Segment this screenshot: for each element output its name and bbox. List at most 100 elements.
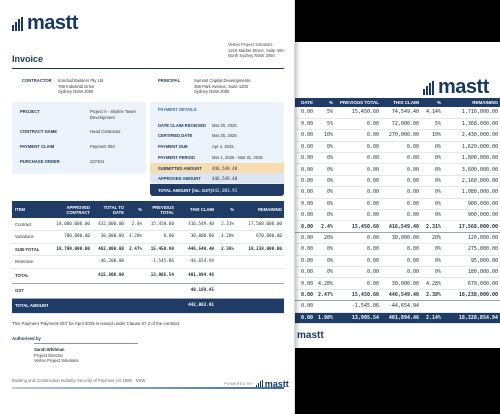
back-table-cell: 95,000.00 <box>443 255 500 267</box>
back-table-cell: 0% <box>421 175 443 188</box>
back-table-cell: 0.00 <box>293 220 315 233</box>
table-row: TOTAL 415,800.00 13,905.54 401,894.46 <box>12 268 284 284</box>
back-table-cell: 1.98% <box>315 312 335 324</box>
title-divider <box>12 68 284 69</box>
line-items-table: ITEM APPROVED CONTRACT TOTAL TO DATE% PREVI… <box>12 201 284 314</box>
table-cell <box>236 268 284 284</box>
back-table-cell: 2.47% <box>315 289 335 302</box>
payment-details-heading: PAYMENT DETAILS <box>158 107 197 112</box>
back-table-cell: 0.00 <box>381 209 421 222</box>
back-line-items-table: DATE% PREVIOUS TOTAL THIS CLAIM% REMAINING … <box>293 98 500 324</box>
column-header: APPROVED CONTRACT <box>48 201 92 218</box>
back-table-cell: 0.00 <box>335 232 381 245</box>
signature-line <box>34 343 138 344</box>
table-cell <box>48 298 92 314</box>
column-header: % <box>216 201 236 218</box>
table-cell <box>126 283 144 299</box>
logo-mark-icon <box>423 80 435 95</box>
back-table-cell: 10% <box>421 129 443 142</box>
back-table-row: 0.00 -1,545.06 -44,654.94 <box>293 300 500 313</box>
table-cell: 442,083.91 <box>176 298 216 314</box>
back-table-cell: 0.00 <box>335 118 381 131</box>
signer-company: Vertex Project Solutions <box>34 358 79 363</box>
back-table-cell: 0.00 <box>293 209 315 222</box>
back-table-cell: 1,800,000.00 <box>443 152 500 165</box>
payment-due-row: PAYMENT DUE Apr 4, 2025 <box>158 143 234 149</box>
back-table-row: 0.00 0% 0.00 0.00 0% 95,000.00 <box>293 255 500 267</box>
table-cell <box>144 298 176 314</box>
back-table-cell: 0% <box>421 209 443 222</box>
back-table-cell: 0% <box>421 186 443 199</box>
back-table-cell: 0% <box>315 209 335 222</box>
back-table-cell: 0.00 <box>293 300 315 313</box>
back-page: mastt DATE% PREVIOUS TOTAL THIS CLAIM% REMA… <box>293 42 500 348</box>
table-cell: 4.28% <box>126 230 144 244</box>
back-table-row: 0.00 0% 0.00 0.00 0% 1,620,000.00 <box>293 141 500 154</box>
back-table-cell: 0% <box>421 255 443 267</box>
back-table-cell: -1,545.06 <box>335 300 381 313</box>
back-table-cell: 0.00 <box>293 186 315 199</box>
clause-note: This Payment 'Payment 003' for April 202… <box>12 321 181 326</box>
back-footer-logo: mastt <box>297 330 324 341</box>
footer-act-text: Building and Construction Industry Secur… <box>12 378 146 383</box>
back-table-cell: 1,080,000.00 <box>443 186 500 199</box>
table-cell: 2.4% <box>126 218 144 231</box>
table-cell <box>92 283 126 299</box>
back-table-cell: 0% <box>315 175 335 188</box>
back-table-cell: 0.00 <box>381 141 421 154</box>
back-table-cell: 0.00 <box>293 129 315 142</box>
back-table-cell: 10% <box>315 129 335 142</box>
invoice-title: Invoice <box>12 54 44 64</box>
table-cell: -46,200.00 <box>92 255 126 269</box>
logo-mark-icon <box>255 380 263 388</box>
table-cell <box>48 255 92 269</box>
back-table-cell: 0.00 <box>381 255 421 267</box>
back-table-cell: 0% <box>421 243 443 256</box>
back-table-cell: 2.38% <box>421 289 443 302</box>
back-table-cell: 0% <box>421 163 443 176</box>
table-cell: -44,654.94 <box>176 255 216 269</box>
back-table-cell: 0.00 <box>293 232 315 245</box>
back-table-cell: 0.00 <box>335 163 381 176</box>
back-table-cell: 1,710,000.00 <box>443 107 500 119</box>
table-cell: 15,450.60 <box>144 218 176 231</box>
back-table-cell: 0% <box>421 198 443 211</box>
column-header: REMAINING <box>236 201 284 218</box>
table-cell: 2.38% <box>216 243 236 256</box>
back-table-row: 0.00 1.98% 13,905.54 401,894.46 2.14% 18,328,… <box>293 312 500 324</box>
back-table-row: 0.00 4.28% 0.00 30,000.00 4.28% 670,000.00 <box>293 277 500 290</box>
column-header: THIS CLAIM <box>176 201 216 218</box>
back-table-cell: 0.00 <box>381 243 421 256</box>
back-table-cell: 0% <box>315 186 335 199</box>
back-table-cell: 2.31% <box>421 220 443 233</box>
table-cell: Variations <box>12 230 48 244</box>
table-cell: 401,894.46 <box>176 268 216 284</box>
back-table-cell: 1,368,000.00 <box>443 118 500 131</box>
back-table-cell: 0.00 <box>335 209 381 222</box>
back-table-cell: 0.00 <box>381 152 421 165</box>
back-table-cell: 0.00 <box>293 175 315 188</box>
table-cell: 700,000.00 <box>48 230 92 244</box>
back-table-cell: 0.00 <box>381 163 421 176</box>
back-table-cell: 4.14% <box>421 107 443 119</box>
back-table-cell: 20% <box>421 232 443 245</box>
back-table-row: 0.00 5% 15,450.60 74,549.40 4.14% 1,710,000.0… <box>293 107 500 119</box>
table-cell <box>236 298 284 314</box>
project-details-panel: PROJECT Project A - Skyline Tower Develo… <box>12 102 146 174</box>
footer-rule <box>12 387 284 389</box>
back-column-header: DATE <box>293 98 315 107</box>
back-table-cell: 15,450.60 <box>335 220 381 233</box>
contractor-block: CONTRACTOR Ironclad Builders Pty Ltd 789… <box>22 78 104 94</box>
table-cell: GST <box>12 283 48 299</box>
back-table-cell: 5% <box>315 118 335 131</box>
approved-amount-row: APPROVED AMOUNT 446,549.40 <box>150 173 284 183</box>
back-table-cell: 0.00 <box>381 175 421 188</box>
table-cell: 15,450.60 <box>144 243 176 256</box>
back-table-cell: 0% <box>315 266 335 279</box>
back-brand-logo: mastt <box>423 76 489 99</box>
table-cell: -1,545.06 <box>144 255 176 269</box>
table-cell: Retention <box>12 255 48 269</box>
table-cell: 0.00 <box>144 230 176 244</box>
back-table-cell: 0.00 <box>293 266 315 279</box>
back-table-cell: 0.00 <box>293 141 315 154</box>
